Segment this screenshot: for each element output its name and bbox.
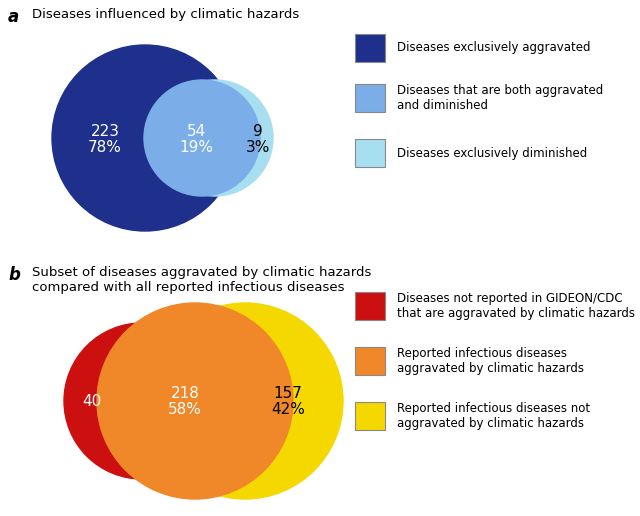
Text: 218: 218	[171, 386, 200, 401]
Text: b: b	[8, 266, 20, 284]
Text: 78%: 78%	[88, 140, 122, 155]
Text: 19%: 19%	[179, 140, 213, 155]
Text: a: a	[8, 8, 19, 26]
Text: Subset of diseases aggravated by climatic hazards
compared with all reported inf: Subset of diseases aggravated by climati…	[32, 266, 371, 294]
Circle shape	[144, 80, 260, 196]
Text: 9: 9	[253, 124, 263, 139]
Text: Diseases influenced by climatic hazards: Diseases influenced by climatic hazards	[32, 8, 300, 21]
Text: 223: 223	[90, 124, 120, 139]
Circle shape	[52, 45, 238, 231]
Text: Reported infectious diseases not
aggravated by climatic hazards: Reported infectious diseases not aggrava…	[397, 402, 590, 430]
Circle shape	[157, 80, 273, 196]
FancyBboxPatch shape	[355, 292, 385, 320]
Text: Diseases that are both aggravated
and diminished: Diseases that are both aggravated and di…	[397, 84, 604, 112]
Text: Diseases exclusively diminished: Diseases exclusively diminished	[397, 147, 588, 159]
Text: 54: 54	[186, 124, 205, 139]
Text: 157: 157	[273, 386, 303, 401]
Text: 42%: 42%	[271, 402, 305, 417]
Text: Diseases not reported in GIDEON/CDC
that are aggravated by climatic hazards: Diseases not reported in GIDEON/CDC that…	[397, 292, 635, 320]
FancyBboxPatch shape	[355, 347, 385, 375]
Circle shape	[64, 323, 220, 479]
FancyBboxPatch shape	[355, 34, 385, 62]
Circle shape	[147, 303, 343, 499]
Circle shape	[97, 303, 293, 499]
Text: 58%: 58%	[168, 402, 202, 417]
FancyBboxPatch shape	[355, 84, 385, 112]
Text: 40: 40	[83, 394, 102, 409]
Text: Diseases exclusively aggravated: Diseases exclusively aggravated	[397, 41, 591, 55]
Text: Reported infectious diseases
aggravated by climatic hazards: Reported infectious diseases aggravated …	[397, 347, 584, 375]
Text: 3%: 3%	[246, 140, 270, 155]
FancyBboxPatch shape	[355, 139, 385, 167]
FancyBboxPatch shape	[355, 402, 385, 430]
